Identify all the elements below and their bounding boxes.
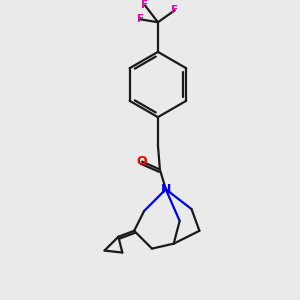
Text: N: N — [160, 183, 171, 196]
Text: O: O — [137, 155, 147, 168]
Text: F: F — [171, 5, 178, 15]
Text: F: F — [136, 14, 144, 24]
Text: F: F — [142, 0, 148, 11]
